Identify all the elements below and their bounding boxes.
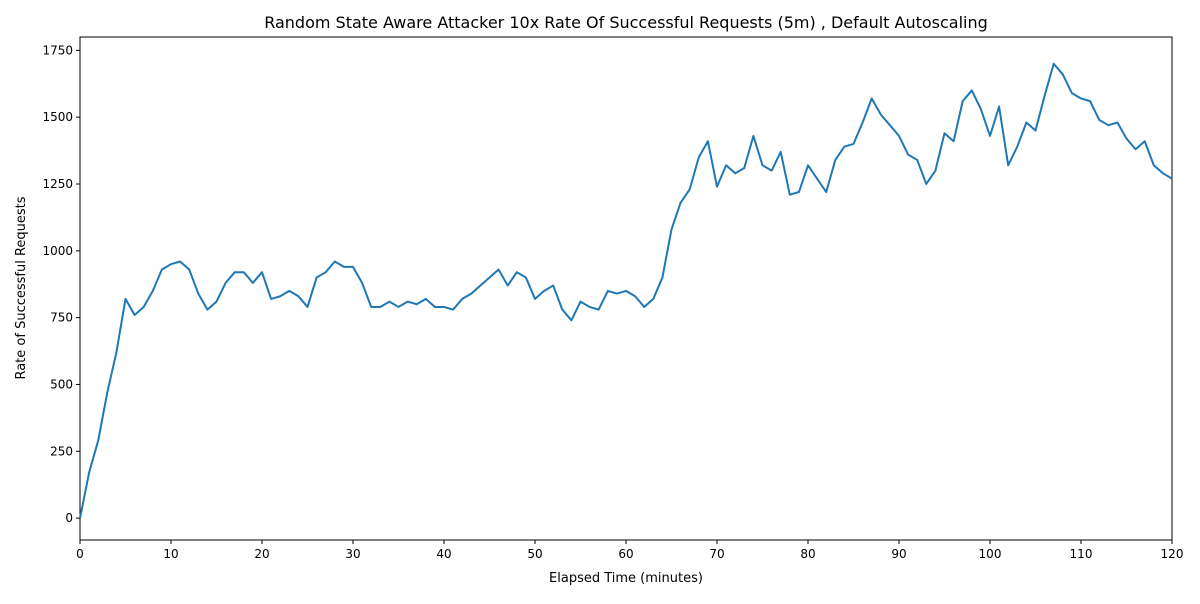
data-line bbox=[79, 62, 1173, 519]
x-tick-label: 50 bbox=[527, 547, 542, 561]
x-tick-label: 80 bbox=[800, 547, 815, 561]
y-tick-label: 500 bbox=[50, 377, 73, 391]
y-tick-label: 1000 bbox=[42, 244, 73, 258]
y-tick-label: 1500 bbox=[42, 110, 73, 124]
x-tick-label: 40 bbox=[436, 547, 451, 561]
y-tick-label: 750 bbox=[50, 311, 73, 325]
x-tick-label: 60 bbox=[618, 547, 633, 561]
x-tick-label: 30 bbox=[345, 547, 360, 561]
plot-frame bbox=[79, 36, 1173, 541]
chart-title: Random State Aware Attacker 10x Rate Of … bbox=[264, 13, 988, 32]
x-tick-label: 10 bbox=[163, 547, 178, 561]
x-tick-label: 0 bbox=[76, 547, 84, 561]
y-tick-label: 1250 bbox=[42, 177, 73, 191]
x-tick-label: 70 bbox=[709, 547, 724, 561]
x-tick-label: 90 bbox=[891, 547, 906, 561]
x-tick-label: 120 bbox=[1161, 547, 1184, 561]
y-tick-label: 250 bbox=[50, 444, 73, 458]
x-tick-label: 100 bbox=[979, 547, 1002, 561]
x-tick-label: 110 bbox=[1070, 547, 1093, 561]
x-tick-label: 20 bbox=[254, 547, 269, 561]
y-tick-label: 1750 bbox=[42, 43, 73, 57]
y-axis-label: Rate of Successful Requests bbox=[14, 196, 29, 379]
y-tick-label: 0 bbox=[65, 511, 73, 525]
x-axis-label: Elapsed Time (minutes) bbox=[549, 571, 703, 586]
